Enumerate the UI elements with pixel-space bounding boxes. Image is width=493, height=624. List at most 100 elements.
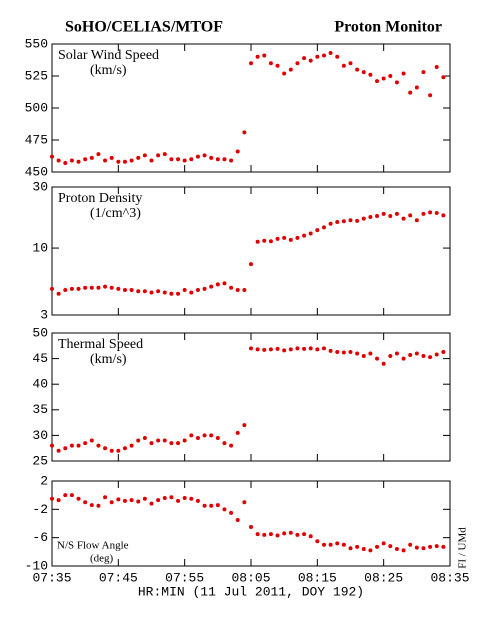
data-point [315,539,320,544]
data-point [401,356,406,361]
data-point [368,351,373,356]
data-point [129,443,134,448]
data-point [308,231,313,236]
data-point [428,544,433,549]
data-point [388,354,393,359]
data-point [202,153,207,158]
data-point [315,54,320,59]
data-point [249,525,253,530]
data-point [109,285,114,290]
data-point [295,532,300,537]
data-point [295,346,300,351]
data-point [76,286,81,291]
x-axis-label: HR:MIN (11 Jul 2011, DOY 192) [138,584,364,599]
data-point [255,532,260,537]
data-point [235,149,240,154]
x-tick-label: 07:55 [165,570,204,585]
data-point [268,532,273,537]
data-point [162,496,167,500]
data-point [76,443,81,448]
data-point [136,155,141,160]
data-point [142,289,147,294]
data-point [136,289,141,294]
data-point [368,548,373,553]
data-point [375,214,380,219]
data-point [441,213,446,218]
data-point [282,348,287,353]
data-point [202,503,207,508]
data-point [129,498,134,503]
data-point [434,352,439,357]
data-point [321,542,326,547]
data-point [428,210,433,215]
data-point [83,500,88,505]
data-point [414,218,419,223]
data-point [83,285,88,290]
data-point [162,438,167,443]
x-tick-label: 07:45 [99,570,138,585]
data-point [189,157,194,162]
data-point [335,541,340,546]
panel-title: N/S Flow Angle [57,540,129,552]
data-point [335,54,340,59]
data-point [69,158,74,163]
data-point [209,155,214,160]
data-point [328,542,333,547]
y-tick-label: -6 [32,530,48,545]
data-point [441,544,446,549]
data-point [361,70,366,75]
data-point [282,235,287,240]
data-point [189,290,194,295]
data-point [69,443,74,448]
data-point [348,218,353,223]
data-point [89,155,94,160]
data-point [328,348,333,353]
data-point [63,493,68,498]
data-point [189,496,194,501]
x-tick-label: 08:25 [364,570,403,585]
data-point [235,517,240,522]
data-point [308,346,313,351]
data-point [275,236,280,241]
y-tick-label: 50 [32,325,48,340]
data-point [169,291,174,296]
data-point [195,288,200,293]
y-tick-label: 10 [32,241,48,256]
data-point [282,531,287,536]
data-point [341,350,346,355]
data-point [215,282,220,287]
y-tick-label: 550 [25,36,48,51]
data-point [96,285,101,290]
data-point [434,544,439,549]
data-point [149,501,154,506]
data-point [302,532,307,537]
data-point [122,446,127,451]
data-point [209,503,214,508]
data-point [348,546,353,551]
data-point [96,443,101,448]
data-point [315,347,320,352]
panel-unit: (km/s) [90,63,127,78]
header-left: SoHO/CELIAS/MTOF [65,19,223,36]
panel-title: Solar Wind Speed [58,48,159,63]
data-point [156,153,161,158]
data-point [109,500,114,505]
data-point [328,50,333,55]
data-point [50,496,54,501]
data-point [162,290,167,295]
data-point [275,346,280,351]
data-point [235,288,240,293]
data-point [129,158,134,163]
data-point [375,79,380,84]
x-tick-label: 08:15 [298,570,337,585]
data-point [103,495,108,500]
data-point [56,291,61,296]
data-point [89,285,94,290]
data-point [229,443,234,448]
data-point [335,349,340,354]
data-point [103,446,108,451]
data-point [176,291,181,296]
y-tick-label: 30 [32,428,48,443]
data-point [136,438,141,443]
data-point [381,211,386,216]
